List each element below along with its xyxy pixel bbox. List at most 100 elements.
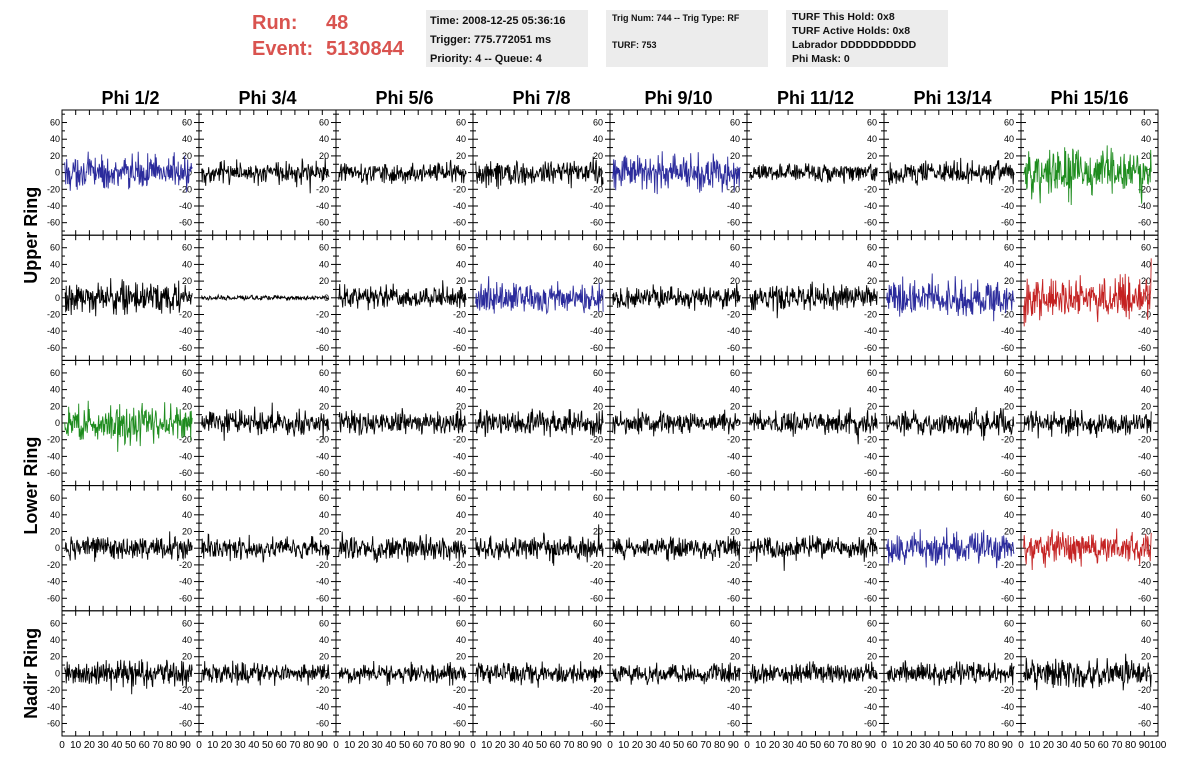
y-tick-label: -60 bbox=[1138, 468, 1151, 478]
y-tick-label: 60 bbox=[456, 618, 466, 628]
x-tick-label: 60 bbox=[550, 740, 562, 751]
y-tick-label: -40 bbox=[179, 201, 192, 211]
waveform-trace bbox=[749, 407, 878, 445]
y-tick-label: -40 bbox=[47, 201, 60, 211]
y-tick-label: -40 bbox=[727, 451, 740, 461]
y-tick-label: 60 bbox=[593, 493, 603, 503]
y-tick-label: -40 bbox=[1001, 201, 1014, 211]
y-tick-label: -40 bbox=[453, 451, 466, 461]
x-tick-label: 90 bbox=[1139, 740, 1151, 751]
y-tick-label: -60 bbox=[727, 593, 740, 603]
x-tick-label: 0 bbox=[1018, 740, 1024, 751]
x-tick-label: 50 bbox=[536, 740, 548, 751]
x-tick-label: 30 bbox=[372, 740, 384, 751]
waveform-trace bbox=[1023, 528, 1152, 571]
y-tick-label: -20 bbox=[590, 309, 603, 319]
y-tick-label: -40 bbox=[179, 702, 192, 712]
y-tick-label: -20 bbox=[179, 560, 192, 570]
x-tick-label: 70 bbox=[1111, 740, 1123, 751]
y-tick-label: -20 bbox=[727, 184, 740, 194]
x-tick-label: 40 bbox=[522, 740, 534, 751]
y-tick-label: -40 bbox=[1138, 702, 1151, 712]
y-tick-label: 20 bbox=[456, 527, 466, 537]
y-tick-label: 60 bbox=[182, 493, 192, 503]
row-title: Nadir Ring bbox=[21, 628, 41, 719]
y-tick-label: 40 bbox=[182, 635, 192, 645]
y-tick-label: 40 bbox=[1141, 134, 1151, 144]
y-tick-label: 40 bbox=[730, 510, 740, 520]
y-tick-label: -60 bbox=[864, 718, 877, 728]
y-tick-label: 0 bbox=[1009, 293, 1014, 303]
x-tick-label: 30 bbox=[98, 740, 110, 751]
y-tick-label: 60 bbox=[1004, 243, 1014, 253]
y-tick-label: 0 bbox=[55, 293, 60, 303]
y-tick-label: 60 bbox=[319, 493, 329, 503]
y-tick-label: 60 bbox=[319, 243, 329, 253]
waveform-trace bbox=[201, 402, 330, 441]
x-tick-label: 10 bbox=[70, 740, 82, 751]
y-tick-label: 20 bbox=[456, 151, 466, 161]
trigger-text: Trigger: 775.772051 ms bbox=[430, 34, 552, 46]
y-tick-label: -40 bbox=[179, 451, 192, 461]
y-tick-label: -60 bbox=[590, 218, 603, 228]
y-tick-label: -20 bbox=[1001, 184, 1014, 194]
y-tick-label: -20 bbox=[453, 560, 466, 570]
y-tick-label: -20 bbox=[1001, 309, 1014, 319]
y-tick-label: -40 bbox=[453, 201, 466, 211]
x-tick-label: 40 bbox=[385, 740, 397, 751]
waveform-trace bbox=[338, 531, 467, 564]
y-tick-label: -20 bbox=[47, 309, 60, 319]
x-tick-label: 60 bbox=[413, 740, 425, 751]
x-tick-label: 70 bbox=[700, 740, 712, 751]
y-tick-label: 40 bbox=[730, 635, 740, 645]
y-tick-label: 20 bbox=[50, 151, 60, 161]
y-tick-label: 60 bbox=[50, 368, 60, 378]
y-tick-label: 0 bbox=[598, 168, 603, 178]
y-tick-label: 40 bbox=[1141, 635, 1151, 645]
x-tick-label: 80 bbox=[303, 740, 315, 751]
row-title: Lower Ring bbox=[21, 437, 41, 535]
y-tick-label: -40 bbox=[590, 451, 603, 461]
y-tick-label: -20 bbox=[1001, 685, 1014, 695]
y-tick-label: 60 bbox=[593, 118, 603, 128]
x-tick-label: 90 bbox=[317, 740, 329, 751]
y-tick-label: -40 bbox=[727, 201, 740, 211]
turf-info-box: TURF This Hold: 0x8 TURF Active Holds: 0… bbox=[786, 10, 948, 67]
y-tick-label: -60 bbox=[316, 718, 329, 728]
y-tick-label: 20 bbox=[50, 652, 60, 662]
y-tick-label: 20 bbox=[182, 652, 192, 662]
y-tick-label: 40 bbox=[319, 510, 329, 520]
y-tick-label: 0 bbox=[872, 668, 877, 678]
x-tick-label: 70 bbox=[974, 740, 986, 751]
y-tick-label: 40 bbox=[1141, 385, 1151, 395]
waveform-trace bbox=[1023, 145, 1152, 206]
y-tick-label: 60 bbox=[182, 368, 192, 378]
waveform-trace bbox=[886, 406, 1015, 441]
y-tick-label: -20 bbox=[1138, 685, 1151, 695]
y-tick-label: -60 bbox=[864, 468, 877, 478]
y-tick-label: -20 bbox=[864, 184, 877, 194]
y-tick-label: 60 bbox=[50, 243, 60, 253]
y-tick-label: 20 bbox=[593, 527, 603, 537]
y-tick-label: 60 bbox=[730, 243, 740, 253]
y-tick-label: 20 bbox=[1004, 652, 1014, 662]
y-tick-label: 0 bbox=[55, 418, 60, 428]
y-tick-label: 20 bbox=[1004, 276, 1014, 286]
x-tick-label: 50 bbox=[399, 740, 411, 751]
waveform-trace bbox=[612, 151, 741, 195]
y-tick-label: -40 bbox=[179, 326, 192, 336]
y-tick-label: -60 bbox=[47, 218, 60, 228]
y-tick-label: 40 bbox=[867, 510, 877, 520]
y-tick-label: -60 bbox=[453, 343, 466, 353]
y-tick-label: -40 bbox=[864, 451, 877, 461]
waveform-trace bbox=[475, 156, 604, 190]
y-tick-label: -20 bbox=[590, 184, 603, 194]
x-tick-label: 90 bbox=[728, 740, 740, 751]
x-tick-label: 60 bbox=[961, 740, 973, 751]
y-tick-label: 20 bbox=[867, 276, 877, 286]
x-tick-label: 80 bbox=[577, 740, 589, 751]
x-tick-label: 30 bbox=[783, 740, 795, 751]
y-tick-label: 40 bbox=[456, 385, 466, 395]
y-tick-label: 40 bbox=[593, 259, 603, 269]
